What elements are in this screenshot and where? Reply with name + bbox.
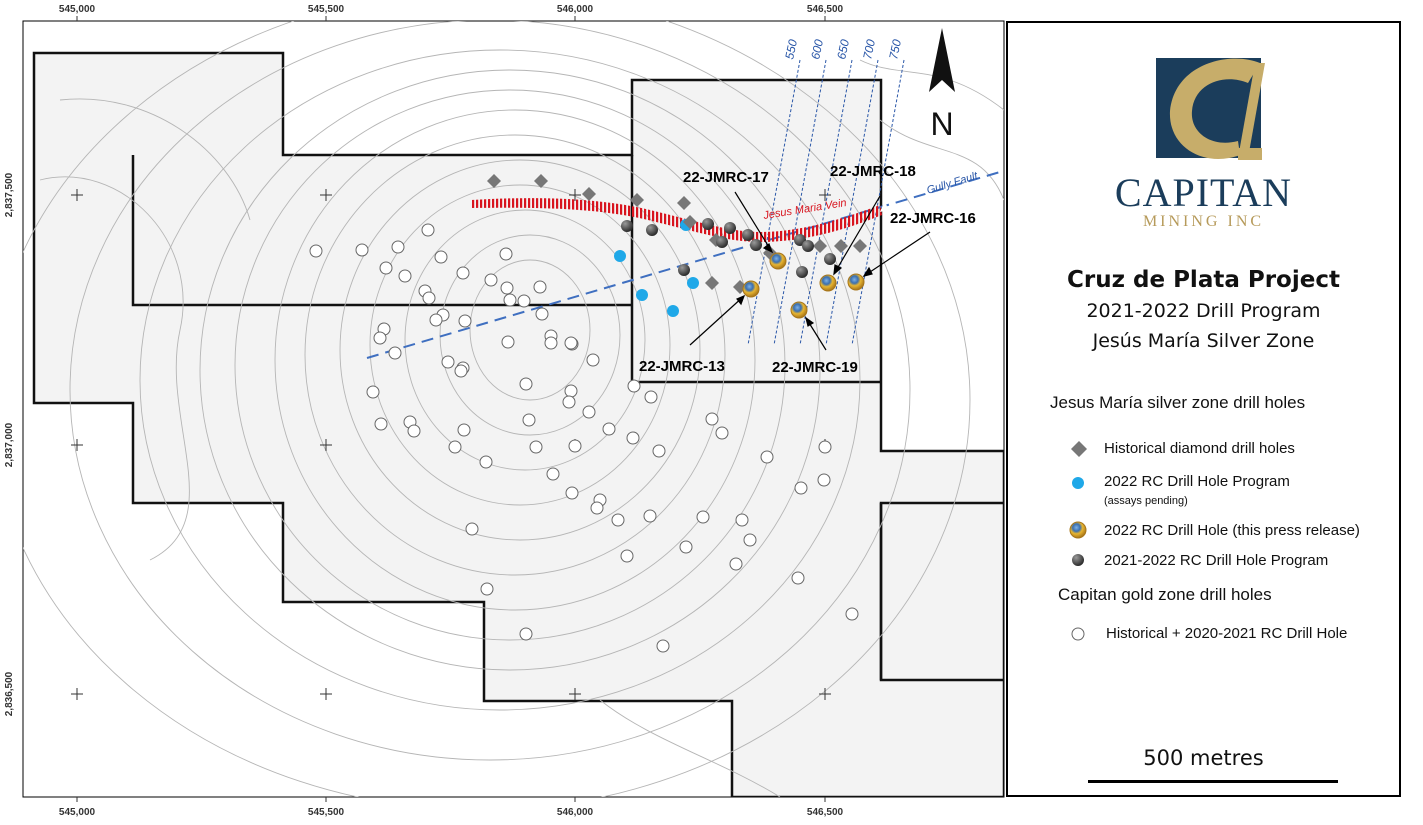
legend-historical-rc: Historical + 2020-2021 RC Drill Hole [1106,625,1348,642]
label-22-jmrc-18: 22-JMRC-18 [830,163,916,180]
silver-zone-heading: Jesus María silver zone drill holes [1050,393,1306,412]
svg-text:546,000: 546,000 [557,4,594,15]
svg-text:545,000: 545,000 [59,807,96,818]
blue-dot-icon [1072,477,1084,489]
gold-zone-heading: Capitan gold zone drill holes [1058,585,1272,604]
svg-text:546,000: 546,000 [557,807,594,818]
project-title: Cruz de Plata Project [1067,267,1340,293]
svg-text:2,836,500: 2,836,500 [4,671,15,716]
legend-rc-2022-sub: (assays pending) [1104,495,1188,507]
topo-contours [23,21,1004,797]
legend-panel: CAPITAN MINING INC Cruz de Plata Project… [1006,21,1401,797]
svg-text:545,500: 545,500 [308,807,345,818]
y-coords-left: 2,837,500 2,837,000 2,836,500 [4,172,15,716]
label-22-jmrc-16: 22-JMRC-16 [890,210,976,227]
svg-text:545,500: 545,500 [308,4,345,15]
svg-text:546,500: 546,500 [807,4,844,15]
svg-text:545,000: 545,000 [59,4,96,15]
label-22-jmrc-17: 22-JMRC-17 [683,169,769,186]
svg-text:2,837,500: 2,837,500 [4,172,15,217]
svg-text:2,837,000: 2,837,000 [4,422,15,467]
legend-press-release: 2022 RC Drill Hole (this press release) [1104,522,1360,539]
callout-arrows [689,191,931,351]
open-circle-icon [1071,627,1085,641]
north-arrow: N [929,28,955,142]
north-label: N [930,106,953,142]
company-subname: MINING INC [1142,213,1265,230]
press-release-holes [742,252,865,319]
legend-historical-diamond: Historical diamond drill holes [1104,440,1295,457]
gold-dot-icon [1069,521,1087,539]
program-title: 2021-2022 Drill Program [1086,300,1321,322]
legend-rc-2021-2022: 2021-2022 RC Drill Hole Program [1104,552,1329,569]
section-lines [747,59,905,346]
historical-diamond-holes [487,174,867,294]
section-label: 750 [886,38,904,61]
section-label: 550 [782,38,800,61]
section-label: 600 [808,38,826,61]
diamond-icon [1071,441,1087,457]
legend-rc-2022: 2022 RC Drill Hole Program [1104,473,1290,490]
map-canvas: 550 600 650 700 750 Jesus Maria Vein Gul… [4,4,1005,818]
section-label: 700 [860,38,878,61]
historical-rc-holes [309,223,859,653]
x-coords-top: 545,000 545,500 546,000 546,500 [59,4,844,15]
scale-bar [1088,780,1338,783]
scale-label: 500 metres [1143,746,1264,770]
label-22-jmrc-13: 22-JMRC-13 [639,358,725,375]
zone-title: Jesús María Silver Zone [1092,330,1315,352]
label-22-jmrc-19: 22-JMRC-19 [772,359,858,376]
section-label: 650 [834,38,852,61]
dark-sphere-icon [1072,554,1084,566]
company-name: CAPITAN [1114,170,1293,215]
jesus-maria-vein [471,198,882,242]
svg-text:546,500: 546,500 [807,807,844,818]
capitan-logo [1120,53,1300,233]
rc-2021-2022-holes [621,218,836,278]
x-coords-bottom: 545,000 545,500 546,000 546,500 [59,807,844,818]
